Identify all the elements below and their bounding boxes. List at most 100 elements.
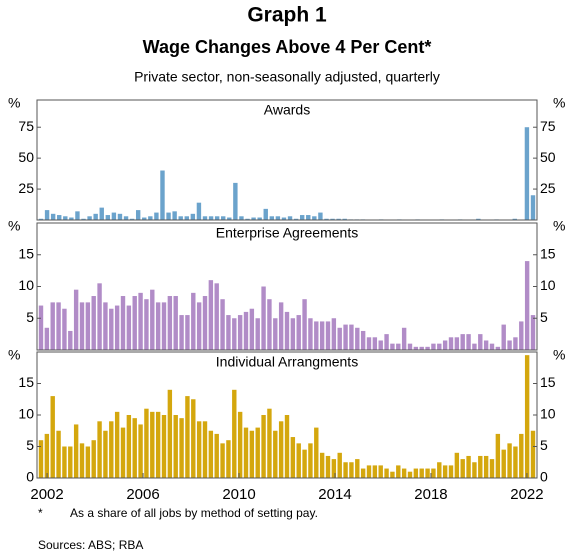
bar	[396, 343, 401, 350]
bar	[472, 462, 477, 478]
y-unit: %	[8, 347, 20, 363]
bar	[57, 215, 62, 220]
bar	[138, 292, 143, 350]
panel-title: Awards	[264, 102, 310, 118]
bar	[160, 170, 165, 220]
bar	[63, 216, 68, 220]
bar	[472, 343, 477, 350]
bar	[79, 443, 85, 478]
bar	[419, 346, 424, 350]
bar	[243, 427, 249, 478]
bar	[126, 305, 132, 350]
bar	[324, 218, 329, 220]
bar	[512, 218, 517, 220]
bar	[478, 334, 483, 350]
bar	[507, 340, 512, 350]
bar	[87, 216, 92, 220]
bar	[38, 218, 44, 220]
bar	[507, 443, 512, 478]
bar	[360, 468, 366, 478]
bar	[314, 321, 319, 350]
bar	[120, 296, 126, 350]
y-tick-label: 0	[26, 469, 34, 485]
bar	[196, 202, 202, 220]
chart-description: Private sector, non-seasonally adjusted,…	[134, 69, 440, 85]
bar	[99, 207, 104, 220]
bar	[75, 211, 80, 220]
bar	[249, 430, 255, 478]
bar	[233, 182, 238, 220]
bar	[419, 468, 424, 478]
y-unit: %	[8, 95, 20, 111]
x-tick-label: 2018	[414, 486, 447, 503]
bar	[173, 296, 178, 350]
bar	[62, 308, 67, 350]
bar	[330, 218, 335, 220]
bar	[237, 411, 243, 478]
bar	[117, 213, 123, 220]
bar	[466, 334, 471, 350]
bar	[343, 324, 348, 350]
bar	[431, 343, 436, 350]
bar	[150, 411, 155, 478]
bar	[483, 340, 489, 350]
bar	[38, 305, 44, 350]
bar	[208, 280, 214, 350]
bar	[85, 302, 91, 350]
y-tick-label-right: 0	[540, 469, 548, 485]
bar	[275, 216, 281, 220]
bar	[314, 427, 319, 478]
bar	[267, 408, 272, 478]
bar	[190, 213, 196, 220]
bar	[349, 324, 354, 350]
bar	[331, 318, 337, 350]
bar	[530, 195, 536, 220]
bar	[278, 421, 284, 478]
bar	[460, 334, 465, 350]
bar	[261, 415, 266, 478]
bar	[91, 440, 96, 478]
y-tick-label-right: 75	[540, 118, 556, 134]
bar	[489, 343, 495, 350]
bar	[308, 318, 313, 350]
bar	[144, 408, 149, 478]
panel-title: Enterprise Agreements	[216, 225, 358, 241]
bar	[44, 433, 50, 478]
bar	[135, 210, 141, 220]
bar	[50, 396, 55, 478]
bar	[273, 318, 278, 350]
bar	[513, 446, 518, 478]
bar	[93, 213, 98, 220]
y-tick-label-right: 10	[540, 406, 556, 422]
bar	[85, 446, 91, 478]
bar	[73, 289, 79, 350]
bar	[293, 218, 299, 220]
bar	[478, 455, 483, 478]
y-tick-label: 10	[18, 406, 34, 422]
bar	[144, 299, 149, 350]
bar	[243, 311, 249, 350]
bar	[191, 399, 196, 478]
bar	[302, 449, 307, 478]
bar	[172, 211, 177, 220]
bar	[214, 433, 219, 478]
bar	[390, 471, 395, 478]
bar	[287, 216, 293, 220]
bar	[501, 324, 506, 350]
bar	[437, 343, 442, 350]
bar	[155, 411, 161, 478]
bar	[442, 465, 448, 478]
y-tick-label: 10	[18, 277, 34, 293]
bar	[337, 452, 342, 478]
bar	[196, 421, 202, 478]
bar	[489, 459, 495, 478]
x-tick-label: 2006	[126, 486, 159, 503]
bar	[109, 421, 114, 478]
bar	[312, 216, 317, 220]
bar	[103, 302, 108, 350]
bar	[290, 318, 296, 350]
bar	[81, 218, 86, 220]
bar	[179, 315, 184, 350]
bar	[384, 334, 389, 350]
